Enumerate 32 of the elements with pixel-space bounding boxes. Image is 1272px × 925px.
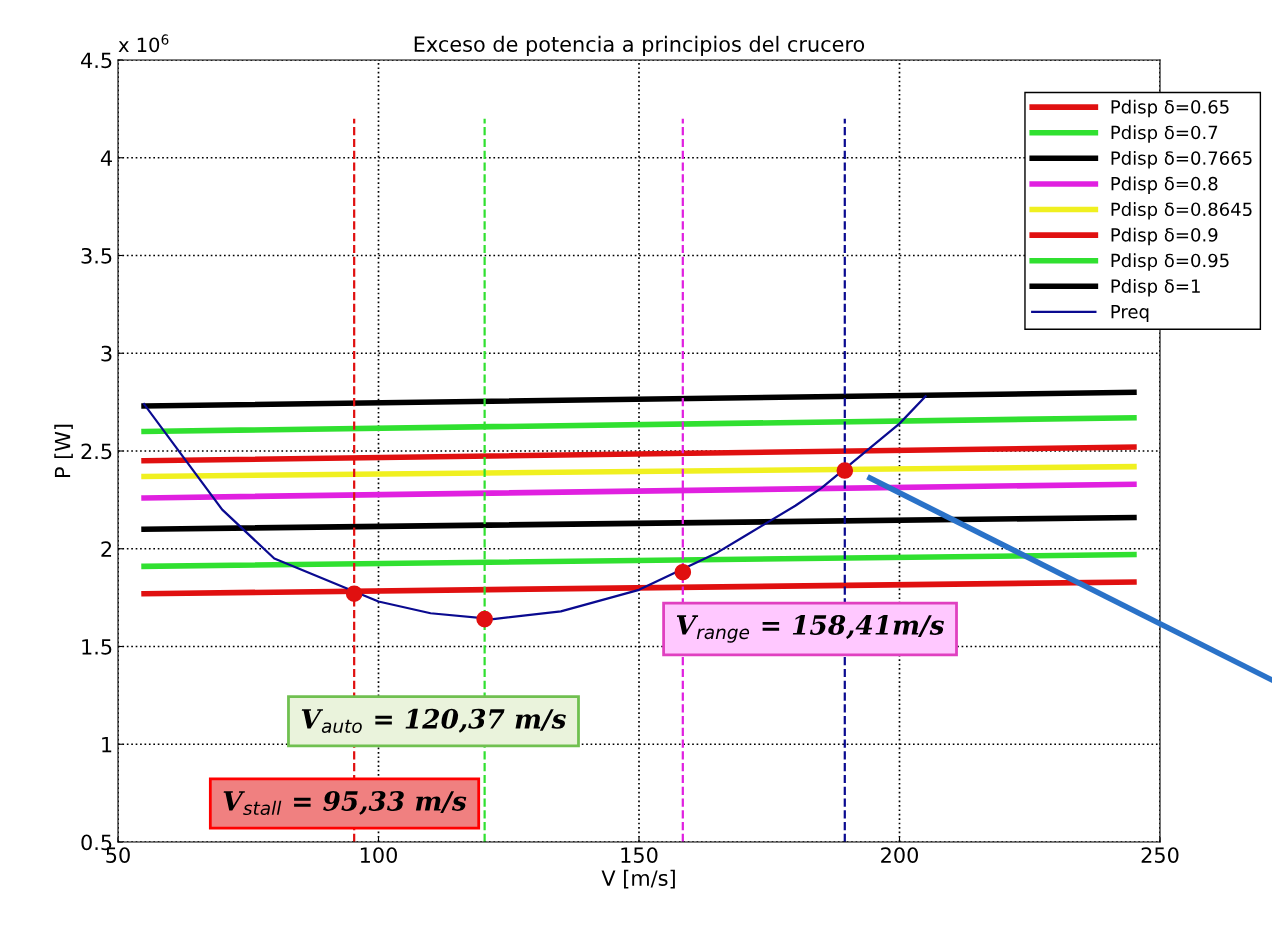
x-tick-label: 150 <box>621 847 658 863</box>
chart-title: Exceso de potencia a principios del crucero <box>414 35 865 56</box>
point <box>476 610 493 628</box>
legend-label: Pdisp δ=0.8645 <box>1111 202 1252 220</box>
y-axis-title: P [W] <box>54 424 73 477</box>
legend-label: Pdisp δ=0.9 <box>1111 227 1218 246</box>
legend-label: Pdisp δ=1 <box>1111 278 1200 297</box>
x-axis-title: V [m/s] <box>601 869 675 889</box>
point <box>836 462 854 479</box>
legend-label: Pdisp δ=0.65 <box>1111 99 1229 118</box>
annotation: V$_{stall}$ = 95,33 m/s <box>223 790 467 816</box>
legend-label: Preq <box>1111 305 1149 322</box>
x-tick-label: 100 <box>360 847 397 863</box>
legend-label: Pdisp δ=0.7 <box>1111 125 1218 143</box>
annotation: V$_{range}$ = 158,41m/s <box>676 614 944 643</box>
annotation: V$_{auto}$ = 120,37 m/s <box>301 708 566 733</box>
point <box>345 585 363 603</box>
y-tick-label: 2 <box>101 541 112 557</box>
point <box>674 563 692 581</box>
legend-label: Pdisp δ=0.8 <box>1111 176 1218 194</box>
y-tick-label: 1.5 <box>82 639 112 655</box>
y-tick-label: 4.5 <box>81 52 112 69</box>
y-tick-label: 3 <box>101 345 112 362</box>
x-tick-label: 200 <box>881 847 918 863</box>
legend-label: Pdisp δ=0.95 <box>1111 253 1229 271</box>
y-tick-label: 2.5 <box>81 443 112 460</box>
text: x 10$^{6}$ <box>118 34 169 53</box>
y-tick-label: 1 <box>102 736 112 753</box>
y-tick-label: 3.5 <box>81 247 112 264</box>
legend-label: Pdisp δ=0.7665 <box>1111 150 1252 169</box>
y-tick-label: 4 <box>100 150 112 166</box>
x-tick-label: 250 <box>1141 847 1179 863</box>
